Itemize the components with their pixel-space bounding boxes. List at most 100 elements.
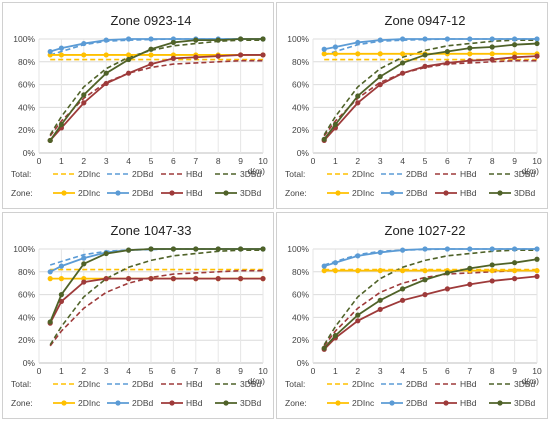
zone-point-3dbd — [422, 277, 428, 283]
zone-point-hbd — [81, 100, 87, 106]
x-axis-label: d(m) — [522, 376, 540, 386]
zone-point-2dbd — [489, 36, 495, 42]
legend-entry-label: 3DBd — [514, 398, 536, 408]
zone-point-2dinc — [534, 268, 540, 274]
legend-swatch-marker — [169, 190, 175, 196]
zone-point-hbd — [170, 276, 176, 282]
legend-entry-label: HBd — [460, 398, 477, 408]
legend-swatch-marker — [115, 400, 121, 406]
x-tick-label: 7 — [193, 156, 198, 166]
zone-point-hbd — [444, 286, 450, 292]
zone-point-2dbd — [148, 36, 154, 42]
zone-point-2dinc — [332, 51, 338, 57]
y-tick-label: 40% — [292, 312, 309, 322]
legend-entry-label: 2DInc — [352, 398, 375, 408]
x-tick-label: 6 — [171, 156, 176, 166]
zone-point-2dbd — [377, 249, 383, 256]
total-series-line-hbd — [323, 59, 537, 137]
zone-point-3dbd — [422, 52, 428, 58]
zone-point-3dbd — [444, 48, 450, 55]
y-tick-label: 0% — [297, 358, 310, 368]
x-tick-label: 0 — [37, 156, 42, 166]
legend-swatch-marker — [223, 190, 229, 196]
x-tick-label: 3 — [104, 156, 109, 166]
zone-point-2dinc — [103, 52, 109, 58]
y-tick-label: 40% — [292, 102, 309, 112]
x-tick-label: 8 — [490, 156, 495, 166]
zone-point-2dinc — [467, 51, 473, 57]
legend-entry-label: 2DBd — [406, 169, 428, 179]
total-series-line-3dbd — [323, 249, 537, 346]
legend-swatch-marker — [497, 190, 503, 196]
x-tick-label: 6 — [445, 156, 450, 166]
zone-series-line-hbd — [49, 277, 263, 324]
y-tick-label: 20% — [18, 125, 35, 135]
zone-point-3dbd — [355, 312, 361, 318]
zone-point-3dbd — [81, 261, 87, 267]
zone-point-3dbd — [103, 70, 109, 76]
zone-point-2dinc — [377, 51, 383, 57]
x-tick-label: 8 — [216, 366, 221, 376]
legend-swatch-marker — [335, 400, 341, 406]
y-tick-label: 60% — [18, 290, 35, 300]
zone-point-3dbd — [126, 56, 132, 63]
legend-entry-label: 2DBd — [406, 188, 428, 198]
zone-point-hbd — [238, 52, 244, 58]
x-tick-label: 7 — [467, 366, 472, 376]
total-series-line-3dbd — [49, 39, 263, 136]
zone-point-2dbd — [47, 48, 53, 55]
zone-point-hbd — [260, 276, 266, 282]
zone-point-hbd — [355, 318, 361, 324]
legend-entry-label: 2DBd — [132, 398, 154, 408]
legend-entry-label: 2DInc — [78, 169, 101, 179]
x-tick-label: 5 — [423, 156, 428, 166]
zone-point-3dbd — [489, 44, 495, 50]
zone-point-2dinc — [126, 52, 132, 58]
legend-row-label: Total: — [11, 379, 31, 389]
legend-entry-label: 2DInc — [352, 379, 375, 389]
zone-point-hbd — [81, 279, 87, 285]
legend-swatch-marker — [497, 400, 503, 406]
zone-point-2dbd — [512, 36, 518, 42]
zone-point-3dbd — [260, 36, 266, 42]
chart-title: Zone 0947-12 — [385, 13, 466, 28]
x-tick-label: 0 — [311, 366, 316, 376]
zone-point-3dbd — [126, 247, 132, 253]
y-tick-label: 100% — [287, 244, 309, 254]
zone-point-2dinc — [58, 276, 64, 282]
zone-point-2dinc — [489, 51, 495, 57]
zone-point-3dbd — [47, 137, 53, 144]
x-tick-label: 10 — [532, 156, 542, 166]
chart-title: Zone 0923-14 — [111, 13, 192, 28]
y-tick-label: 20% — [18, 335, 35, 345]
legend-entry-label: 2DInc — [78, 188, 101, 198]
zone-point-hbd — [170, 55, 176, 61]
zone-point-3dbd — [321, 136, 327, 142]
zone-point-2dinc — [400, 268, 406, 274]
x-tick-label: 8 — [216, 156, 221, 166]
legend-swatch-marker — [389, 400, 395, 406]
legend-entry-label: 3DBd — [240, 379, 262, 389]
zone-point-2dbd — [332, 260, 338, 266]
chart-svg: Zone 1047-33 0% 20% 40% 60% 80% 100% 0 1 2 3 4 5 6 7 8 9… — [11, 223, 268, 408]
legend-entry-label: HBd — [186, 398, 203, 408]
y-tick-label: 40% — [18, 312, 35, 322]
chart-panel: Zone 0947-12 0% 20% 40% 60% 80% 100% 0 1 2 3 4 5 6 7 8 9… — [276, 2, 548, 209]
legend-entry-label: 2DInc — [78, 398, 101, 408]
zone-point-2dinc — [81, 52, 87, 58]
zone-point-3dbd — [400, 60, 406, 66]
zone-point-hbd — [512, 54, 518, 60]
zone-point-3dbd — [332, 121, 338, 128]
legend-entry-label: 3DBd — [240, 398, 262, 408]
zone-point-2dinc — [47, 276, 53, 282]
zone-point-hbd — [148, 276, 154, 282]
y-tick-label: 80% — [18, 57, 35, 67]
legend-row-label: Zone: — [11, 398, 33, 408]
x-axis-label: d(m) — [248, 376, 266, 386]
zone-point-3dbd — [512, 260, 518, 266]
y-tick-label: 0% — [23, 148, 36, 158]
zone-point-2dbd — [534, 246, 540, 252]
legend-entry-label: 2DBd — [132, 188, 154, 198]
legend-swatch-marker — [61, 190, 67, 196]
x-tick-label: 7 — [193, 366, 198, 376]
